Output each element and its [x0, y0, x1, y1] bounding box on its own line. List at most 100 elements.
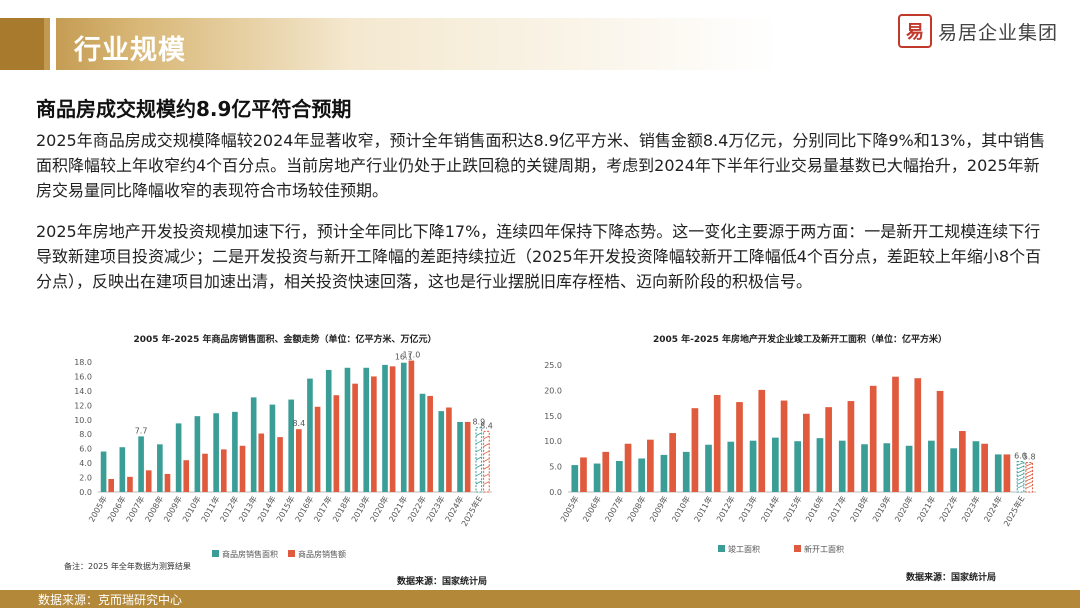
- bar-series2-4: [183, 460, 190, 492]
- x-tick-label: 2021年: [915, 494, 938, 524]
- data-label: 17.0: [402, 351, 420, 360]
- bar-series1-7: [727, 441, 735, 492]
- legend-swatch: [288, 550, 295, 557]
- bar-hatch: [475, 464, 482, 469]
- bar-series1-1: [593, 463, 601, 492]
- bar-series2-0: [580, 457, 587, 492]
- y-tick-label: 16.0: [74, 372, 92, 381]
- bar-series2-19: [1003, 454, 1011, 492]
- bar-hatch: [475, 432, 482, 437]
- bar-series2-12: [847, 401, 855, 492]
- bar-series1-10: [794, 441, 801, 492]
- bar-series2-3: [647, 439, 654, 492]
- y-tick-label: 4.0: [79, 459, 92, 468]
- bar-series1-9: [772, 437, 779, 492]
- bar-hatch: [475, 456, 482, 461]
- bar-series1-3: [157, 444, 163, 492]
- y-tick-label: 0.0: [549, 488, 562, 497]
- data-label: 7.7: [135, 426, 148, 435]
- bar-series2-2: [145, 470, 152, 492]
- bar-series1-6: [705, 444, 712, 492]
- data-label: 8.4: [480, 421, 493, 430]
- bar-hatch: [1017, 481, 1025, 485]
- bar-series1-18: [438, 411, 445, 492]
- bar-hatch: [483, 473, 490, 478]
- bar-series2-16: [408, 360, 415, 492]
- bar-series2-13: [869, 385, 877, 492]
- paragraph-sales: 2025年商品房成交规模降幅较2024年显著收窄，预计全年销售面积达8.9亿平方…: [36, 131, 1046, 200]
- bar-series2-9: [780, 400, 788, 492]
- bar-hatch: [475, 480, 482, 485]
- bar-series1-11: [816, 438, 824, 492]
- bar-hatch: [1025, 481, 1033, 485]
- footer-bar: 数据来源：克而瑞研究中心: [0, 590, 1080, 608]
- x-tick-label: 2008年: [625, 494, 648, 524]
- x-tick-label: 2006年: [580, 494, 603, 524]
- bar-series2-14: [371, 376, 377, 492]
- x-tick-label: 2016年: [803, 494, 826, 524]
- x-tick-label: 2012年: [714, 494, 737, 524]
- bar-hatch: [1025, 477, 1033, 482]
- bar-series2-13: [352, 383, 358, 492]
- bar-series1-2: [138, 436, 144, 492]
- x-tick-label: 2010年: [669, 494, 692, 524]
- bar-hatch: [475, 440, 482, 445]
- bar-series1-9: [269, 404, 276, 492]
- bar-series1-17: [950, 448, 957, 492]
- bar-series1-11: [307, 378, 313, 492]
- x-tick-label: 2007年: [603, 494, 626, 524]
- bar-series2-16: [936, 390, 944, 492]
- bar-series1-4: [175, 423, 182, 492]
- logo-icon: 易: [897, 14, 932, 48]
- bar-series1-20: [475, 427, 483, 493]
- chart2-source: 数据来源：国家统计局: [906, 573, 997, 583]
- bar-hatch: [483, 450, 490, 455]
- bar-series2-5: [691, 408, 699, 492]
- x-tick-label: 2024年: [981, 494, 1004, 524]
- y-tick-label: 6.0: [79, 445, 92, 454]
- bar-series1-7: [232, 411, 238, 492]
- bar-series1-12: [325, 369, 332, 492]
- bar-series1-1: [119, 447, 126, 492]
- footer-source: 数据来源：克而瑞研究中心: [38, 593, 183, 607]
- data-label: 6.0: [1014, 452, 1027, 461]
- y-tick-label: 5.0: [549, 463, 562, 472]
- bar-series1-8: [250, 397, 257, 492]
- legend-label: 新开工面积: [804, 544, 844, 554]
- data-label: 16.1: [395, 353, 413, 362]
- data-label: 8.4: [292, 419, 305, 428]
- bar-series2-15: [914, 378, 922, 492]
- bar-series2-17: [427, 395, 433, 492]
- y-tick-label: 14.0: [74, 387, 92, 396]
- x-tick-label: 2017年: [825, 494, 848, 524]
- bar-series2-6: [713, 394, 721, 492]
- bar-series2-8: [758, 389, 766, 492]
- bar-hatch: [483, 481, 490, 485]
- legend-swatch: [718, 545, 725, 552]
- data-label: 8.9: [472, 418, 485, 427]
- bar-hatch: [483, 435, 490, 440]
- bar-hatch: [1017, 484, 1025, 489]
- bar-series1-16: [400, 362, 407, 492]
- bar-series2-11: [825, 407, 832, 492]
- x-tick-label: 2014年: [759, 494, 782, 524]
- y-tick-label: 15.0: [544, 412, 562, 421]
- paragraph-investment: 2025年房地产开发投资规模加速下行，预计全年同比下降17%，连续四年保持下降态…: [36, 222, 1042, 291]
- bar-series2-1: [602, 451, 610, 492]
- bar-series2-10: [296, 429, 302, 492]
- bar-series1-19: [457, 421, 463, 492]
- bar-series2-4: [669, 433, 676, 492]
- sales-area-amount-chart: 2005 年-2025 年商品房销售面积、金额走势（单位：亿平方米、万亿元） 0.…: [74, 333, 493, 559]
- bar-series2-17: [959, 431, 966, 492]
- bar-hatch: [1025, 470, 1033, 474]
- legend-swatch: [212, 550, 219, 557]
- bar-series2-11: [314, 406, 321, 492]
- x-tick-label: 2025年E: [1001, 494, 1026, 528]
- x-tick-label: 2020年: [892, 494, 915, 524]
- chart-title: 2005 年-2025 年房地产开发企业竣工及新开工面积（单位：亿平方米）: [653, 333, 947, 345]
- bar-series1-20: [1016, 461, 1025, 493]
- bar-series1-14: [883, 443, 891, 492]
- x-tick-label: 2009年: [647, 494, 670, 524]
- bar-series2-18: [446, 407, 452, 492]
- bar-series1-0: [571, 465, 579, 492]
